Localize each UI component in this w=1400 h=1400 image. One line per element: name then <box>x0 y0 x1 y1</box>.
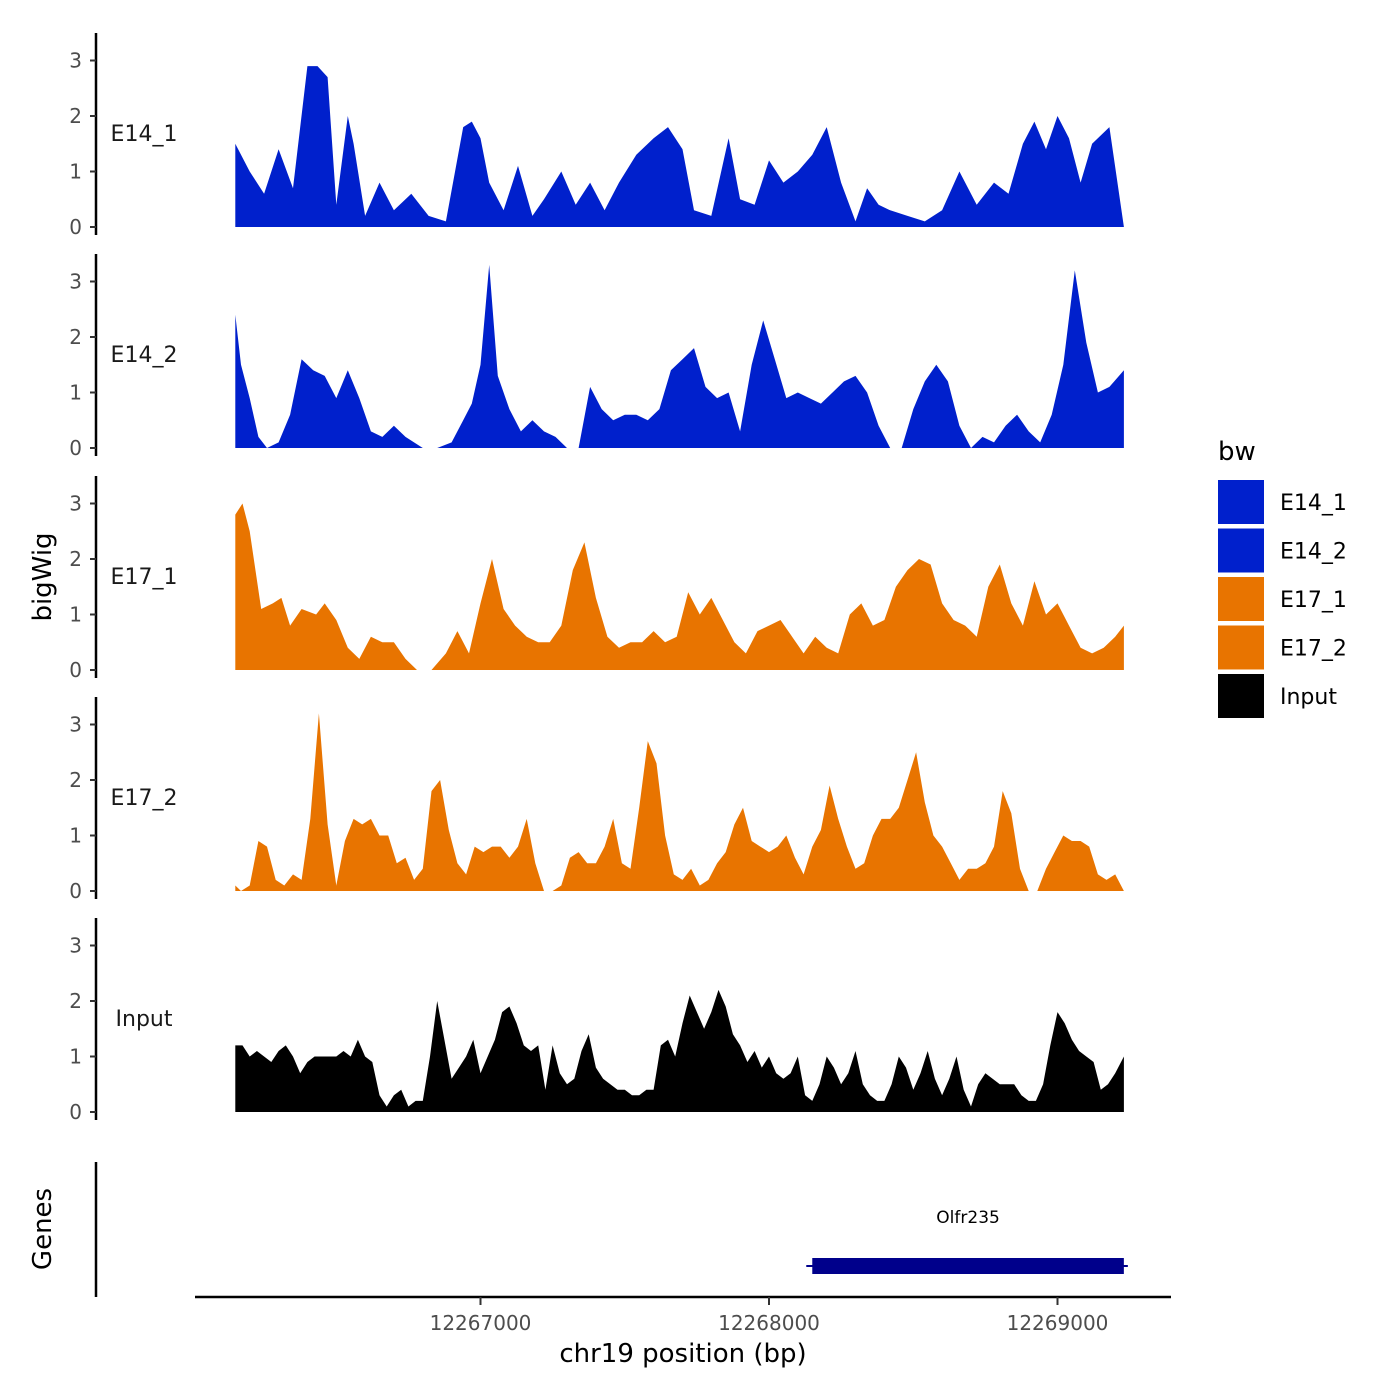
y-tick-label: 3 <box>69 934 82 958</box>
track-e14-1: 0 1 2 3 E14_1 <box>69 33 1124 239</box>
legend-swatch-e17-1 <box>1218 577 1264 621</box>
y-tick-label: 2 <box>69 104 82 128</box>
series-area-e17-2 <box>235 713 1124 891</box>
gene-label-olfr235: Olfr235 <box>936 1208 1000 1228</box>
x-tick-label: 12268000 <box>718 1311 820 1335</box>
y-tick-label: 1 <box>69 381 82 405</box>
legend: bw E14_1 E14_2 E17_1 E17_2 Input <box>1218 437 1347 718</box>
y-tick-label: 0 <box>69 879 82 903</box>
series-area-e14-2 <box>235 264 1124 448</box>
track-label-input: Input <box>116 1007 173 1032</box>
series-area-e14-1 <box>235 66 1124 227</box>
legend-items: E14_1 E14_2 E17_1 E17_2 Input <box>1218 480 1347 718</box>
legend-label-e17-2: E17_2 <box>1280 637 1347 662</box>
y-tick-label: 1 <box>69 603 82 627</box>
legend-swatch-e17-2 <box>1218 625 1264 670</box>
track-label-e17-1: E17_1 <box>111 565 178 590</box>
x-axis-title: chr19 position (bp) <box>559 1339 806 1369</box>
legend-label-input: Input <box>1280 685 1337 710</box>
y-tick-label: 3 <box>69 492 82 516</box>
y-tick-label: 1 <box>69 824 82 848</box>
y-tick-label: 2 <box>69 768 82 792</box>
y-tick-label: 3 <box>69 49 82 73</box>
legend-label-e17-1: E17_1 <box>1280 588 1347 613</box>
legend-swatch-input <box>1218 674 1264 718</box>
legend-label-e14-2: E14_2 <box>1280 540 1347 565</box>
y-tick-label: 0 <box>69 1100 82 1124</box>
legend-swatch-e14-2 <box>1218 528 1264 573</box>
legend-swatch-e14-1 <box>1218 480 1264 524</box>
series-area-e17-1 <box>235 503 1124 670</box>
y-tick-label: 2 <box>69 989 82 1013</box>
track-label-e17-2: E17_2 <box>111 786 178 811</box>
y-axis-title: bigWig <box>28 532 58 621</box>
track-e17-1: 0 1 2 3 E17_1 <box>69 476 1124 682</box>
legend-label-e14-1: E14_1 <box>1280 491 1347 516</box>
genes-layer: Olfr235 <box>806 1208 1128 1274</box>
y-tick-label: 0 <box>69 215 82 239</box>
x-axis: 12267000 12268000 12269000 chr19 position … <box>195 1295 1171 1369</box>
track-input: 0 1 2 3 Input <box>69 918 1124 1124</box>
y-tick-label: 1 <box>69 160 82 184</box>
x-tick-label: 12269000 <box>1007 1311 1109 1335</box>
track-e14-2: 0 1 2 3 E14_2 <box>69 254 1124 460</box>
y-tick-label: 1 <box>69 1045 82 1069</box>
y-tick-label: 0 <box>69 658 82 682</box>
series-area-input <box>235 989 1124 1112</box>
genes-axis-title: Genes <box>28 1188 58 1270</box>
tracks-group: 0 1 2 3 E14_1 0 1 2 3 E14_2 0 1 2 3 E17_1 0 1 2 3 E17_2 0 1 2 3… <box>69 33 1124 1124</box>
x-ticks: 12267000 12268000 12269000 <box>430 1297 1109 1335</box>
track-label-e14-1: E14_1 <box>111 122 178 147</box>
y-tick-label: 3 <box>69 270 82 294</box>
y-tick-label: 2 <box>69 547 82 571</box>
legend-title: bw <box>1218 437 1256 467</box>
genes-panel: Genes Olfr235 <box>28 1162 1128 1297</box>
y-tick-label: 2 <box>69 325 82 349</box>
track-e17-2: 0 1 2 3 E17_2 <box>69 697 1124 903</box>
track-label-e14-2: E14_2 <box>111 343 178 368</box>
y-tick-label: 0 <box>69 436 82 460</box>
x-tick-label: 12267000 <box>430 1311 532 1335</box>
y-tick-label: 3 <box>69 713 82 737</box>
